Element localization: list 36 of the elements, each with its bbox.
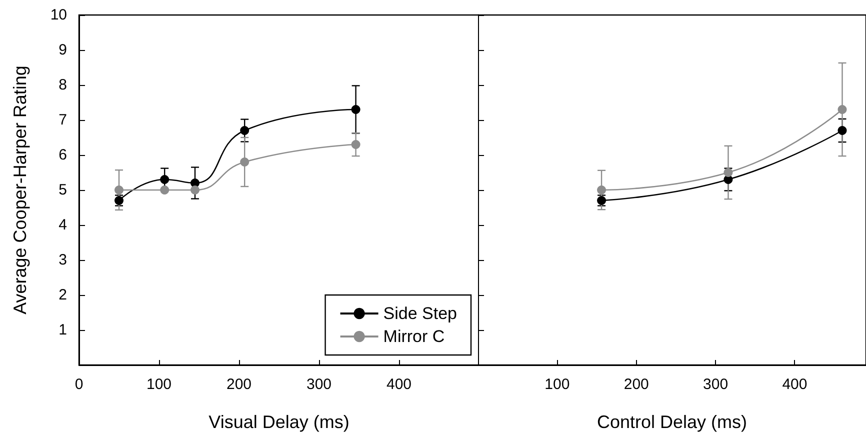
y-axis-title: Average Cooper-Harper Rating bbox=[10, 66, 30, 314]
x-axis-title: Visual Delay (ms) bbox=[208, 412, 350, 432]
y-tick-label: 10 bbox=[50, 6, 67, 24]
point bbox=[190, 186, 200, 194]
point bbox=[838, 105, 847, 114]
point bbox=[160, 186, 170, 194]
point bbox=[597, 186, 606, 194]
y-tick-label: 2 bbox=[58, 286, 67, 304]
x-tick-label: 400 bbox=[782, 376, 808, 393]
y-tick-label: 6 bbox=[58, 146, 67, 164]
y-tick-label: 8 bbox=[58, 76, 67, 94]
point bbox=[160, 175, 170, 184]
y-tick-label: 4 bbox=[58, 216, 67, 234]
legend-label: Mirror C bbox=[383, 327, 445, 346]
point bbox=[240, 158, 250, 166]
legend-label: Side Step bbox=[383, 304, 458, 323]
x-tick-label: 400 bbox=[386, 376, 412, 393]
y-tick-label: 3 bbox=[58, 252, 67, 268]
x-tick-label: 200 bbox=[226, 376, 252, 393]
y-tick-label: 5 bbox=[58, 182, 67, 198]
x-tick-label: 100 bbox=[146, 376, 172, 393]
x-tick-label: 100 bbox=[544, 376, 570, 393]
x-tick-label: 300 bbox=[703, 376, 728, 393]
x-tick-label: 200 bbox=[624, 376, 649, 393]
point bbox=[351, 105, 360, 114]
x-tick-label: 300 bbox=[306, 376, 332, 393]
point bbox=[240, 126, 250, 135]
x-axis-title: Control Delay (ms) bbox=[596, 412, 748, 432]
y-tick-label: 7 bbox=[58, 112, 67, 128]
point bbox=[838, 126, 847, 135]
point bbox=[114, 186, 124, 194]
point bbox=[724, 168, 733, 177]
x-tick-label: 0 bbox=[74, 376, 84, 393]
y-tick-label: 9 bbox=[58, 42, 67, 58]
y-tick-label: 1 bbox=[58, 322, 67, 338]
point bbox=[351, 140, 360, 149]
